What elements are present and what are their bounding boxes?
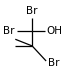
- Text: Br: Br: [26, 6, 38, 16]
- Text: Br: Br: [3, 26, 15, 36]
- Text: OH: OH: [46, 26, 62, 36]
- Text: Br: Br: [48, 58, 59, 68]
